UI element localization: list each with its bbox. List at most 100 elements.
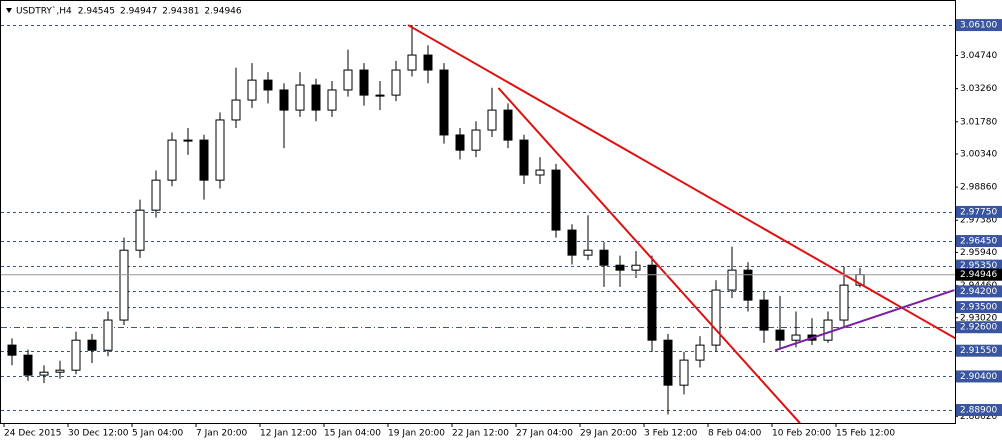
y-tick-label: 2.97380 [960, 216, 997, 226]
x-tick-label: 15 Jan 04:00 [324, 429, 381, 439]
candle-body [759, 299, 769, 331]
level-label: 2.96450 [960, 237, 997, 247]
candle-body [615, 264, 625, 271]
x-tick-label: 19 Jan 20:00 [388, 429, 445, 439]
y-tick-label: 3.04740 [960, 51, 997, 61]
candle-body [119, 249, 129, 321]
candle-body [663, 339, 673, 386]
candle-body [103, 319, 113, 351]
level-label: 3.06100 [960, 21, 997, 31]
candle-body [455, 134, 465, 151]
level-label: 2.91550 [960, 346, 997, 356]
x-tick-label: 8 Feb 04:00 [708, 429, 762, 439]
candle-body [583, 249, 593, 256]
x-tick-label: 15 Feb 12:00 [836, 429, 895, 439]
y-tick-label: 2.95940 [960, 248, 997, 258]
candle-body [183, 139, 193, 142]
level-box [956, 235, 1002, 248]
x-tick-label: 27 Jan 04:00 [516, 429, 573, 439]
x-tick-label: 12 Jan 12:00 [260, 429, 317, 439]
x-tick-label: 3 Feb 12:00 [644, 429, 698, 439]
candle-body [535, 169, 545, 176]
candle-body [311, 84, 321, 111]
y-tick-label: 2.98860 [960, 183, 997, 193]
y-tick-label: 3.00340 [960, 149, 997, 159]
candle-body [599, 249, 609, 266]
level-label: 2.94200 [960, 287, 997, 297]
candle-body [215, 119, 225, 181]
candle-body [279, 89, 289, 111]
candle-body [711, 289, 721, 346]
candle-body [695, 344, 705, 361]
level-label: 2.92600 [960, 323, 997, 333]
current-price-label: 2.94946 [960, 270, 997, 280]
candle-body [743, 269, 753, 301]
trend-line [497, 87, 801, 423]
candle-body [23, 354, 33, 376]
level-label: 2.88900 [960, 406, 997, 416]
candle-body [503, 109, 513, 141]
y-tick-label: 2.93020 [960, 313, 997, 323]
level-label: 2.93500 [960, 303, 997, 313]
candle-body [519, 139, 529, 176]
y-tick-label: 3.03260 [960, 84, 997, 94]
header-value: 2.94545 [78, 7, 115, 17]
candle-body [7, 344, 17, 356]
level-box [956, 370, 1002, 383]
level-box [956, 344, 1002, 357]
candle-body [471, 129, 481, 151]
candle-body [263, 79, 273, 91]
x-tick-label: 10 Feb 20:00 [772, 429, 831, 439]
x-tick-label: 5 Jan 04:00 [132, 429, 184, 439]
candle-body [375, 94, 385, 97]
level-box [956, 19, 1002, 32]
level-box [956, 404, 1002, 417]
x-tick-label: 29 Jan 20:00 [580, 429, 637, 439]
candle-body [551, 169, 561, 231]
candle-body [71, 339, 81, 371]
menu-arrow[interactable] [6, 8, 12, 13]
level-label: 2.97750 [960, 207, 997, 217]
header-value: 2.94381 [162, 7, 199, 17]
candle-body [151, 179, 161, 211]
candle-body [727, 269, 737, 291]
candle-body [775, 329, 785, 341]
candle-body [327, 89, 337, 111]
level-label: 2.90400 [960, 372, 997, 382]
candle-body [231, 99, 241, 121]
candle-body [823, 319, 833, 341]
y-tick-label: 2.88620 [960, 412, 997, 422]
candle-body [391, 69, 401, 96]
level-box [956, 259, 1002, 272]
chart-title: USDTRY`,H4 [16, 6, 72, 17]
candle-body [631, 264, 641, 271]
header-value: 2.94946 [204, 7, 241, 17]
level-label: 2.95350 [960, 261, 997, 271]
candle-body [839, 284, 849, 321]
level-box [956, 285, 1002, 298]
candle-body [247, 79, 257, 101]
level-box [956, 321, 1002, 334]
candle-body [487, 109, 497, 131]
candle-body [55, 369, 65, 373]
candle-body [87, 339, 97, 351]
x-tick-label: 24 Dec 2015 [4, 429, 62, 439]
candle-body [407, 54, 417, 71]
candle-body [647, 264, 657, 341]
candle-body [39, 371, 49, 376]
candle-body [423, 54, 433, 71]
candle-body [135, 209, 145, 251]
candle-body [167, 139, 177, 181]
x-tick-label: 22 Jan 12:00 [452, 429, 509, 439]
level-box [956, 301, 1002, 314]
candle-body [567, 229, 577, 256]
x-tick-label: 7 Jan 20:00 [196, 429, 248, 439]
candle-body [359, 69, 369, 96]
candle-body [343, 69, 353, 91]
current-price-box [956, 268, 1002, 281]
header-value: 2.94947 [120, 7, 157, 17]
candle-body [791, 334, 801, 341]
trend-line [407, 24, 955, 340]
